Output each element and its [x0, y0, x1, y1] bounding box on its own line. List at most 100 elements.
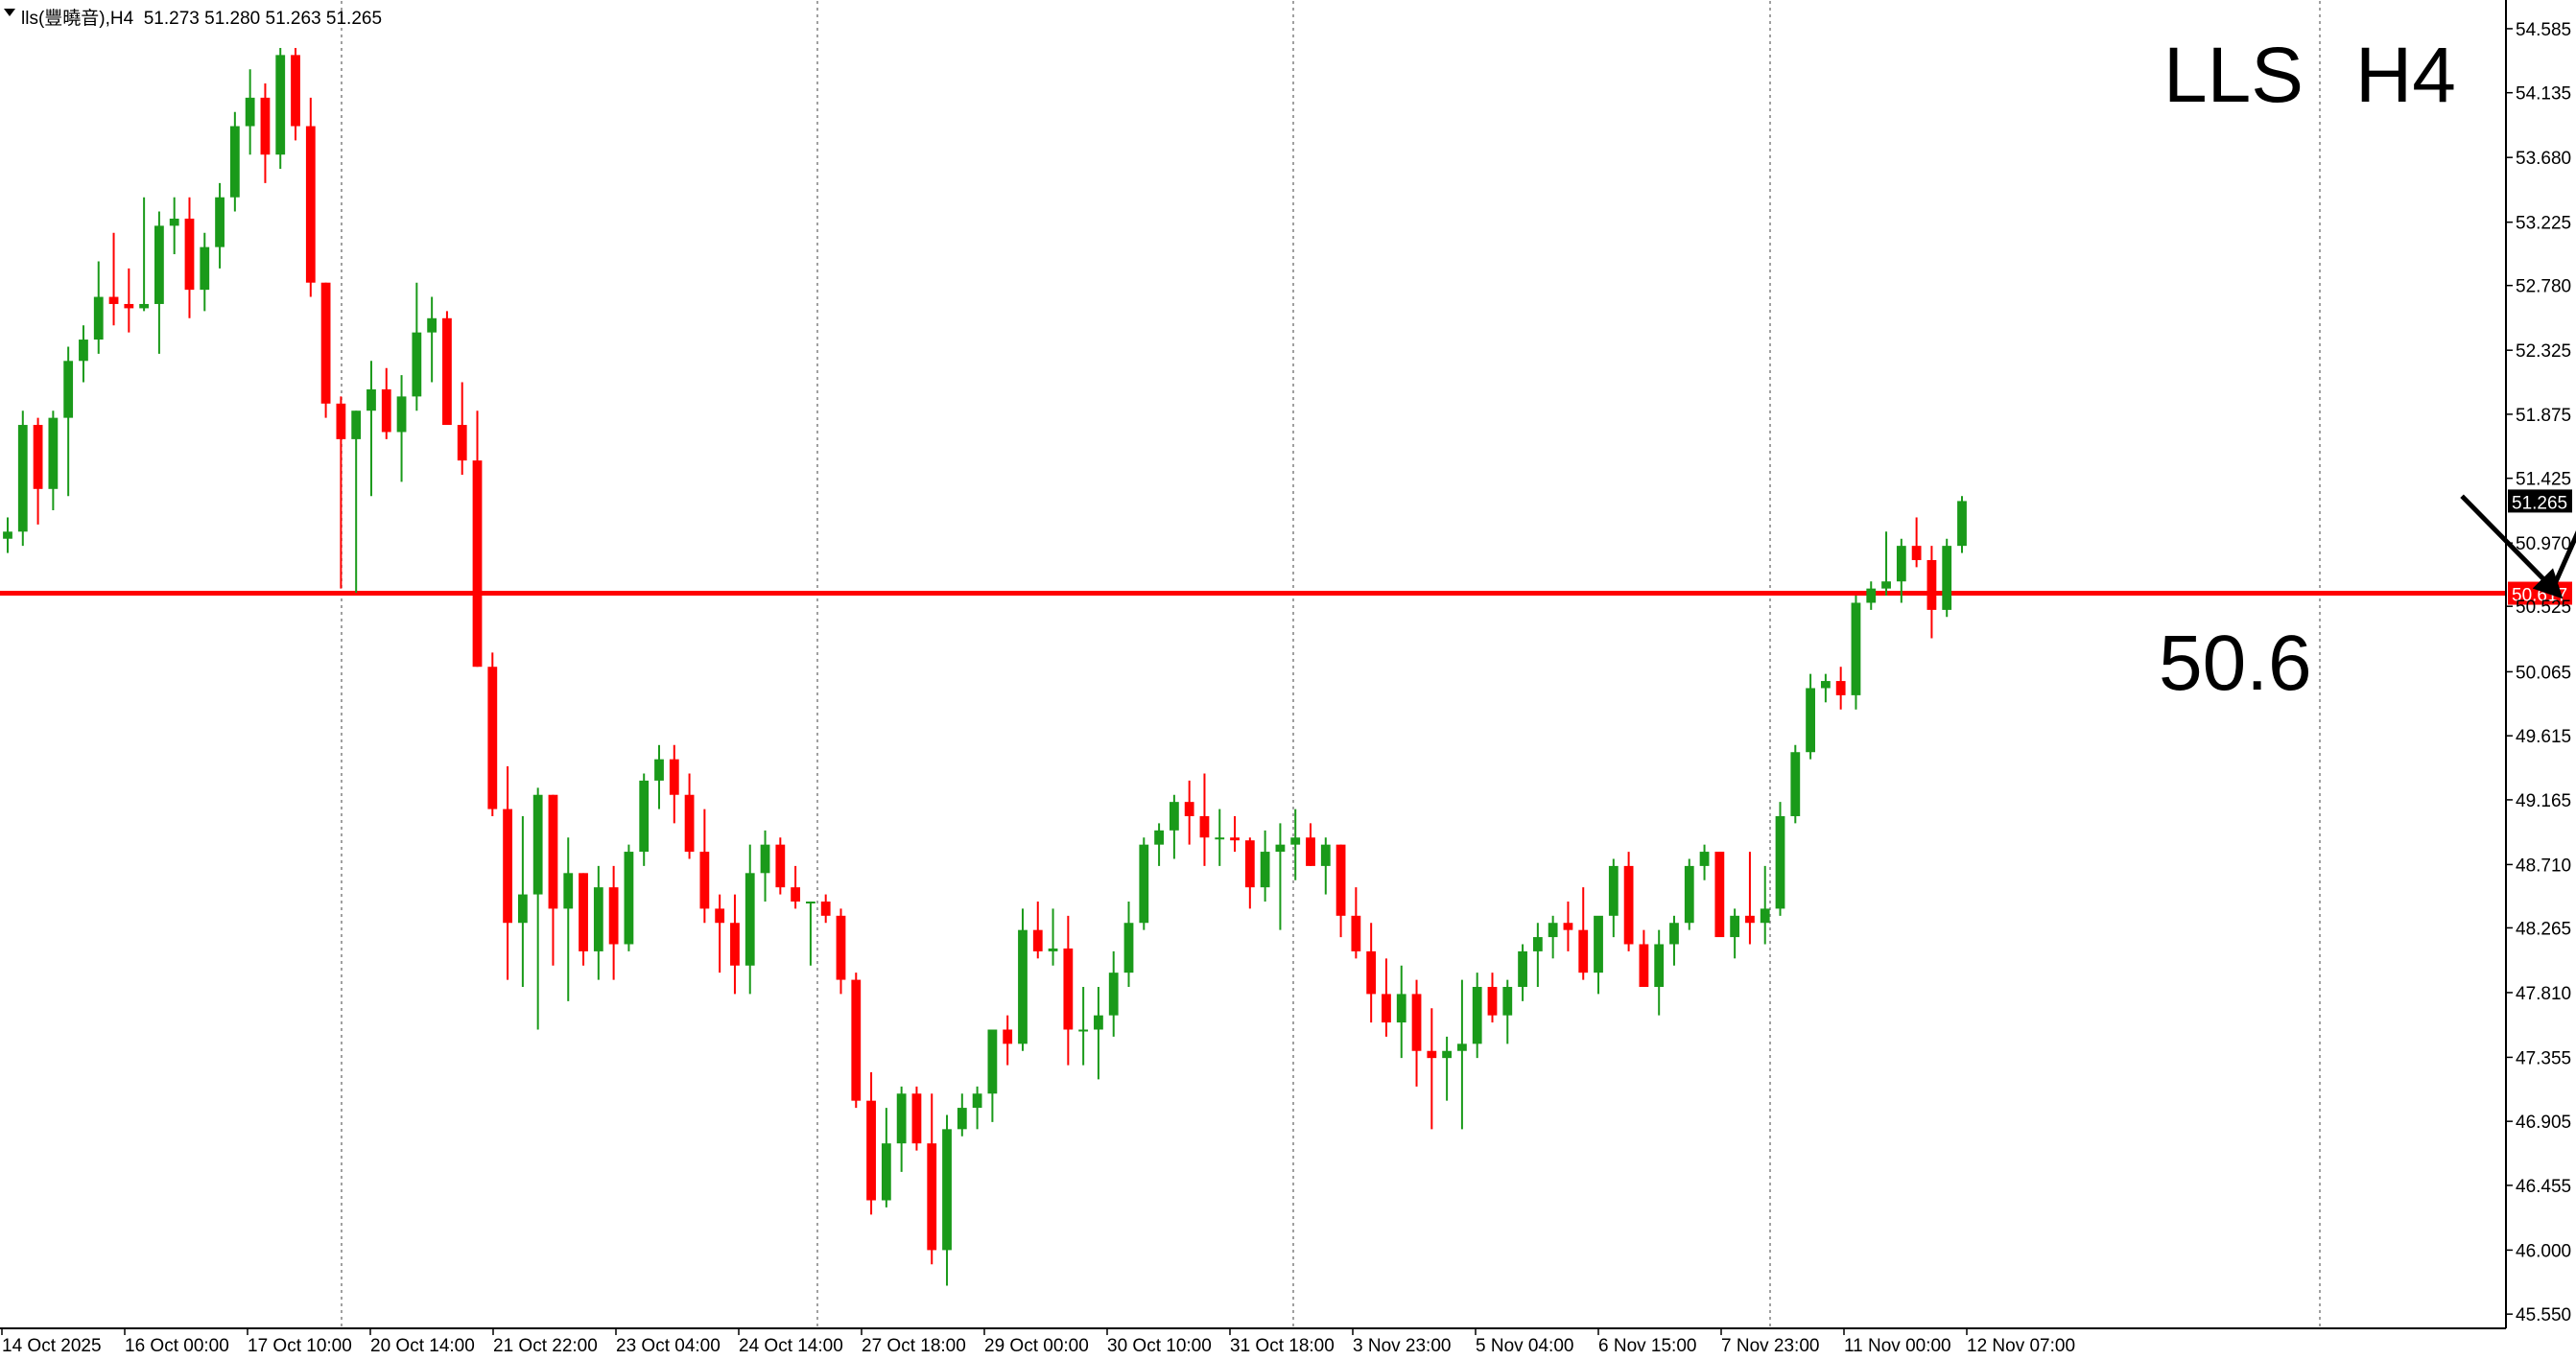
candle-body	[1518, 950, 1527, 987]
candle-body	[1003, 1029, 1013, 1044]
time-tick-label: 3 Nov 23:00	[1353, 1336, 1451, 1356]
bullish-candle	[139, 197, 150, 312]
candle-body	[639, 780, 650, 853]
time-axis: 14 Oct 2025 16 Oct 00:00 17 Oct 10:00 20 Oc…	[0, 1327, 2506, 1356]
candle-body	[1244, 840, 1255, 888]
title-symbol: LLS	[2163, 32, 2304, 119]
bearish-candle	[1487, 973, 1498, 1023]
bullish-candle	[1654, 929, 1665, 1016]
candle-body	[336, 403, 346, 439]
candle-body	[699, 852, 710, 909]
price-tick-label: 46.905	[2516, 1113, 2571, 1133]
bullish-candle	[1760, 865, 1770, 945]
time-tick-label: 11 Nov 00:00	[1844, 1336, 1951, 1356]
bullish-candle	[48, 410, 59, 511]
candle-body	[1548, 923, 1558, 938]
time-tick-label: 23 Oct 04:00	[616, 1336, 721, 1356]
candle-body	[1957, 501, 1967, 547]
candle-body	[275, 55, 286, 155]
candle-body	[851, 979, 862, 1101]
bullish-candle	[1548, 915, 1558, 959]
candle-body	[1215, 837, 1225, 840]
candle-body	[1154, 830, 1164, 845]
candle-body	[1351, 915, 1361, 951]
candle-body	[1442, 1050, 1453, 1059]
candle-body	[715, 908, 725, 924]
candle-body	[1048, 948, 1058, 951]
bullish-candle	[896, 1086, 907, 1172]
symbol-label: lls(豐曉音),H4	[21, 9, 134, 29]
bearish-candle	[730, 894, 740, 995]
candle-body	[1306, 837, 1315, 866]
candle-body	[396, 396, 407, 433]
candle-body	[291, 55, 300, 127]
candle-body	[229, 126, 240, 198]
candle-body	[744, 873, 755, 966]
bearish-candle	[108, 232, 119, 326]
price-tick-label: 52.780	[2516, 277, 2571, 297]
bullish-candle	[366, 361, 376, 497]
bullish-candle	[1078, 986, 1089, 1066]
candle-body	[654, 759, 664, 781]
candle-body	[412, 332, 422, 397]
candle-body	[154, 225, 164, 304]
time-tick-label: 5 Nov 04:00	[1476, 1336, 1573, 1356]
time-tick-label: 17 Oct 10:00	[248, 1336, 352, 1356]
bullish-candle	[1942, 538, 1952, 618]
candle-body	[669, 759, 679, 795]
bearish-candle	[1563, 901, 1573, 951]
candle-body	[911, 1093, 922, 1144]
bearish-candle	[851, 973, 862, 1109]
bearish-candle	[1199, 773, 1210, 866]
bullish-candle	[1699, 844, 1710, 880]
bearish-candle	[124, 268, 134, 333]
time-tick-label: 6 Nov 15:00	[1598, 1336, 1696, 1356]
price-tick-label: 47.355	[2516, 1048, 2571, 1068]
candle-body	[1730, 915, 1740, 938]
bearish-candle	[1184, 780, 1194, 845]
bearish-candle	[184, 197, 195, 318]
candle-body	[1382, 994, 1391, 1023]
bullish-candle	[17, 410, 28, 547]
bullish-candle	[1594, 915, 1603, 995]
gridlines	[341, 1, 2321, 1328]
candle-body	[487, 667, 498, 809]
candle-body	[63, 361, 74, 418]
candle-body	[972, 1093, 982, 1109]
price-tick-label: 54.585	[2516, 20, 2571, 40]
candle-body	[1820, 681, 1831, 689]
bearish-candle	[503, 766, 512, 980]
bullish-candle	[275, 47, 286, 170]
bullish-candle	[1896, 538, 1906, 603]
bearish-candle	[1911, 517, 1922, 568]
bearish-candle	[820, 894, 831, 924]
time-tick-label: 29 Oct 00:00	[984, 1336, 1089, 1356]
candle-body	[1532, 937, 1543, 951]
candle-body	[351, 410, 362, 439]
bearish-candle	[1230, 815, 1240, 853]
bullish-candle	[1108, 950, 1119, 1037]
bullish-candle	[1290, 809, 1301, 880]
dropdown-arrow-icon[interactable]	[4, 9, 15, 16]
bullish-candle	[1608, 858, 1619, 938]
bearish-candle	[1003, 1015, 1013, 1066]
candle-body	[1427, 1050, 1437, 1059]
candle-body	[1063, 948, 1074, 1030]
bullish-candle	[200, 232, 210, 312]
candle-body	[79, 340, 88, 362]
time-tick-label: 20 Oct 14:00	[370, 1336, 475, 1356]
candle-body	[1396, 994, 1406, 1023]
candle-body	[1669, 923, 1679, 945]
candle-body	[245, 97, 255, 127]
bearish-candle	[1427, 1008, 1437, 1130]
candles	[3, 47, 1967, 1286]
bullish-candle	[229, 111, 240, 212]
price-tick-label: 49.615	[2516, 727, 2571, 747]
candle-body	[760, 844, 770, 874]
candle-body	[1411, 994, 1422, 1051]
candle-body	[169, 218, 179, 226]
candle-body	[1472, 986, 1482, 1044]
price-axis: 51.265 54.585 54.135 53.680 53.225 52.780 52.3…	[2505, 0, 2572, 1328]
